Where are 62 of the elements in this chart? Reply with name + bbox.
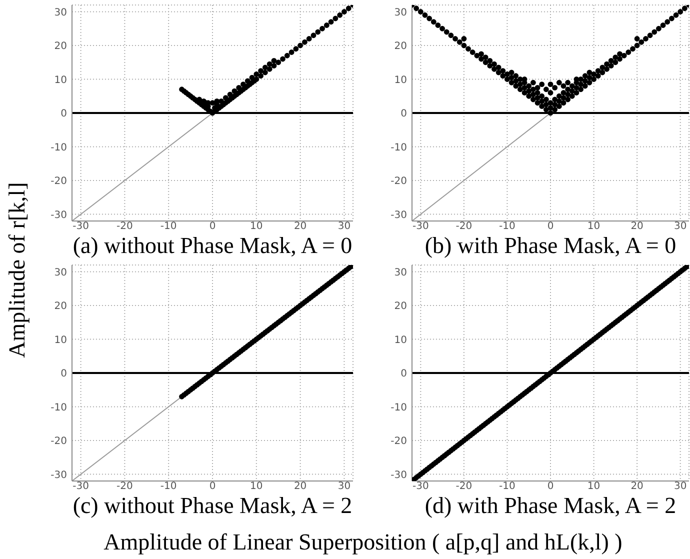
x-tick-label: 30	[338, 481, 351, 492]
y-tick-label: -10	[390, 402, 407, 414]
y-tick-label: 10	[394, 74, 407, 86]
y-tick-label: -10	[50, 142, 67, 154]
y-tick-label: 20	[394, 41, 407, 52]
y-tick-label: -20	[50, 176, 67, 188]
text: (c) without Phase Mask, A = 2	[72, 492, 353, 518]
y-tick-label: -20	[390, 436, 407, 448]
x-tick-label: -10	[499, 481, 516, 492]
y-axis-title: Amplitude of r[k,l]	[4, 182, 30, 358]
y-tick-label: 0	[60, 108, 67, 120]
x-tick-label: 0	[209, 481, 216, 492]
x-tick-label: 10	[587, 221, 600, 232]
x-tick-label: -20	[456, 221, 472, 232]
y-tick-label: 0	[400, 108, 407, 120]
y-tick-label: 30	[54, 267, 67, 278]
y-tick-label: 10	[394, 334, 407, 346]
y-tick-label: 10	[54, 334, 67, 346]
x-tick-label: 0	[547, 481, 554, 492]
x-tick-label: -10	[499, 221, 516, 232]
x-axis-title: Amplitude of Linear Superposition ( a[p,q] and hL(k,l) )	[104, 530, 622, 554]
x-tick-label: 20	[294, 481, 307, 492]
y-tick-label: -10	[390, 142, 407, 154]
y-tick-label: -10	[50, 402, 67, 414]
text: (a) without Phase Mask, A = 0	[72, 232, 353, 258]
x-tick-label: -10	[160, 481, 177, 492]
y-tick-label: -30	[390, 470, 407, 481]
x-tick-label: 30	[338, 221, 351, 232]
text: (d) with Phase Mask, A = 2	[424, 492, 678, 518]
x-tick-label: 10	[587, 481, 600, 492]
y-tick-label: -30	[50, 210, 67, 221]
x-tick-label: 0	[547, 221, 554, 232]
y-tick-label: 0	[400, 368, 407, 380]
x-tick-label: 20	[294, 221, 307, 232]
y-tick-label: 20	[54, 301, 67, 312]
x-tick-label: -10	[160, 221, 177, 232]
x-tick-label: 20	[630, 481, 644, 492]
y-tick-label: -30	[50, 470, 67, 481]
x-tick-label: -20	[116, 221, 133, 232]
y-tick-label: -20	[390, 176, 407, 188]
x-tick-label: 30	[674, 481, 687, 492]
x-tick-label: -30	[412, 481, 429, 492]
y-tick-label: -30	[390, 210, 407, 221]
x-tick-label: -30	[72, 481, 89, 492]
y-tick-label: -20	[50, 436, 67, 448]
y-tick-label: 20	[394, 301, 407, 312]
x-tick-label: 10	[250, 221, 263, 232]
y-tick-label: 30	[394, 7, 407, 18]
x-tick-label: 20	[630, 221, 644, 232]
x-tick-label: -20	[116, 481, 133, 492]
y-tick-label: 0	[60, 368, 67, 380]
y-tick-label: 20	[54, 41, 67, 52]
y-tick-label: 10	[54, 74, 67, 86]
x-tick-label: 0	[209, 221, 216, 232]
x-tick-label: -30	[72, 221, 89, 232]
x-tick-label: -30	[412, 221, 429, 232]
y-tick-label: 30	[394, 267, 407, 278]
y-tick-label: 30	[54, 7, 67, 18]
x-tick-label: 30	[674, 221, 687, 232]
x-tick-label: -20	[456, 481, 472, 492]
x-tick-label: 10	[250, 481, 263, 492]
text: (b) with Phase Mask, A = 0	[424, 232, 678, 258]
